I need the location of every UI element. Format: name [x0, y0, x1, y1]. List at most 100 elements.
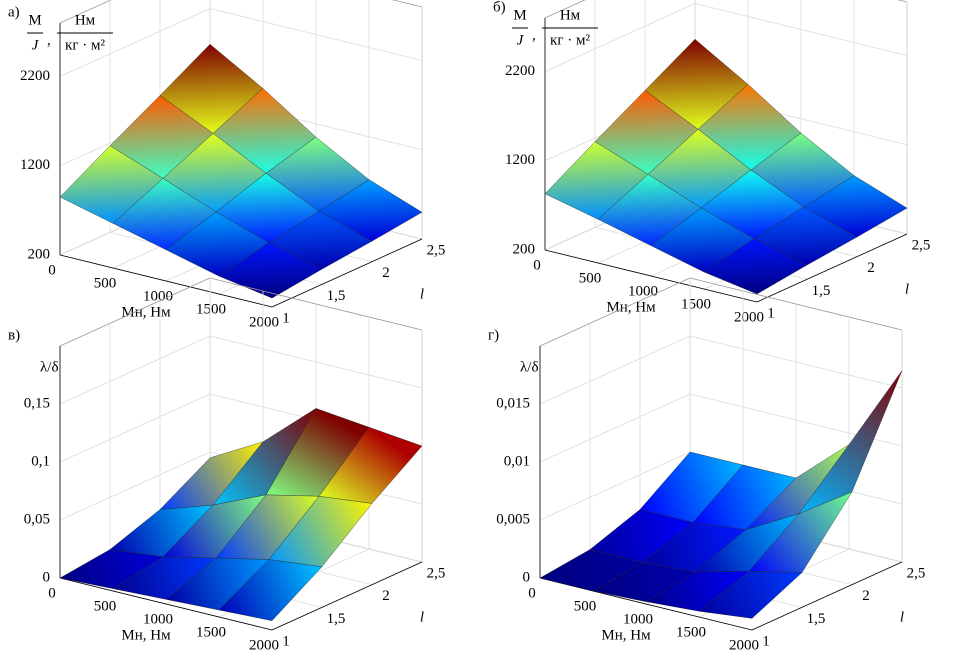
surface-patch: [703, 238, 808, 295]
z-label-denominator: J: [517, 32, 525, 48]
z-tick-label: 0,005: [496, 511, 530, 527]
y-tick-label: 1: [767, 305, 775, 321]
y-axis-label: l: [900, 609, 904, 625]
grid-line: [209, 8, 423, 61]
y-axis: [756, 233, 908, 303]
y-axis-label: l: [905, 281, 909, 297]
surface-patch: [698, 570, 803, 619]
z-label-numerator: M: [28, 12, 41, 28]
x-tick-label: 1500: [676, 624, 706, 640]
panel-label: б): [493, 0, 506, 15]
z-label-unit-denominator: кг · м²: [65, 37, 105, 53]
y-axis-label: l: [420, 286, 424, 302]
y-tick-label: 2,5: [912, 237, 931, 253]
grid-line: [209, 335, 423, 389]
grid-line: [539, 393, 691, 463]
y-tick-label: 1,5: [812, 283, 831, 299]
x-tick-label: 500: [574, 598, 597, 614]
surface-patch: [218, 242, 323, 299]
z-tick-label: 0,015: [496, 395, 530, 411]
z-tick-label: 0: [43, 569, 51, 585]
z-label-separator: ,: [47, 32, 51, 48]
x-tick-label: 2000: [249, 637, 279, 653]
x-tick-label: 1000: [628, 283, 658, 299]
z-label-separator: ,: [532, 27, 536, 43]
panel-label: а): [8, 4, 20, 20]
z-tick-label: 1200: [20, 157, 50, 173]
y-axis: [751, 561, 903, 631]
x-tick-label: 2000: [729, 637, 759, 653]
grid-line: [539, 335, 691, 405]
z-tick-label: 0,1: [31, 453, 50, 469]
panel-label: г): [488, 327, 499, 343]
grid-line: [694, 3, 908, 56]
z-tick-label: 200: [513, 241, 536, 257]
y-axis-label: l: [420, 609, 424, 625]
x-tick-label: 1000: [143, 288, 173, 304]
z-label-unit-denominator: кг · м²: [550, 32, 590, 48]
x-tick-label: 1500: [196, 624, 226, 640]
x-tick-label: 0: [528, 585, 536, 601]
grid-line: [59, 335, 211, 405]
y-tick-label: 1: [762, 633, 770, 649]
x-tick-label: 1500: [681, 296, 711, 312]
z-tick-label: 0: [523, 569, 531, 585]
x-tick-label: 1000: [623, 611, 653, 627]
grid-line: [689, 335, 903, 389]
x-tick-label: 500: [94, 598, 117, 614]
grid-line: [539, 451, 691, 521]
axis-box: [59, 0, 112, 24]
x-axis-label: Mн, Нм: [121, 627, 171, 643]
grid-line: [59, 393, 211, 463]
z-tick-label: 1200: [505, 152, 535, 168]
y-tick-label: 2,5: [907, 565, 926, 581]
y-tick-label: 2: [382, 588, 390, 604]
x-tick-label: 1000: [143, 611, 173, 627]
x-tick-label: 500: [94, 275, 117, 291]
x-axis-label: Mн, Нм: [606, 299, 656, 315]
surface-patch: [218, 559, 323, 621]
z-label-numerator: M: [513, 7, 526, 23]
z-tick-label: 2200: [20, 68, 50, 84]
x-axis-label: Mн, Нм: [601, 627, 651, 643]
z-tick-label: 0,01: [504, 453, 530, 469]
z-tick-label: 0,05: [24, 511, 50, 527]
x-tick-label: 0: [533, 257, 541, 273]
y-axis: [271, 561, 423, 631]
y-tick-label: 1,5: [327, 288, 346, 304]
y-tick-label: 1: [282, 633, 290, 649]
z-label-unit-numerator: Нм: [75, 12, 96, 28]
x-tick-label: 1500: [196, 301, 226, 317]
y-tick-label: 2: [862, 588, 870, 604]
x-axis: [59, 577, 273, 631]
y-tick-label: 1,5: [807, 611, 826, 627]
z-tick-label: 200: [28, 246, 51, 262]
axis-box: [544, 0, 586, 19]
grid-line: [59, 451, 211, 521]
y-tick-label: 1,5: [327, 611, 346, 627]
x-axis: [544, 249, 758, 303]
z-tick-label: 0,15: [24, 395, 50, 411]
panel-label: в): [8, 327, 20, 343]
grid-line: [544, 3, 696, 72]
axis-box: [59, 277, 211, 347]
y-tick-label: 2: [382, 265, 390, 281]
y-tick-label: 2,5: [427, 242, 446, 258]
axis-box: [539, 277, 691, 347]
x-tick-label: 500: [579, 270, 602, 286]
z-axis-label: λ/δ: [40, 359, 59, 375]
x-tick-label: 0: [48, 585, 56, 601]
z-axis-label: λ/δ: [520, 359, 539, 375]
y-tick-label: 2: [867, 260, 875, 276]
x-tick-label: 0: [48, 262, 56, 278]
x-axis-label: Mн, Нм: [121, 304, 171, 320]
x-tick-label: 2000: [249, 314, 279, 330]
x-tick-label: 2000: [734, 309, 764, 325]
x-axis: [59, 254, 273, 308]
z-label-denominator: J: [32, 37, 40, 53]
y-axis: [271, 238, 423, 308]
z-tick-label: 2200: [505, 63, 535, 79]
y-tick-label: 1: [282, 310, 290, 326]
grid-line: [59, 8, 211, 77]
